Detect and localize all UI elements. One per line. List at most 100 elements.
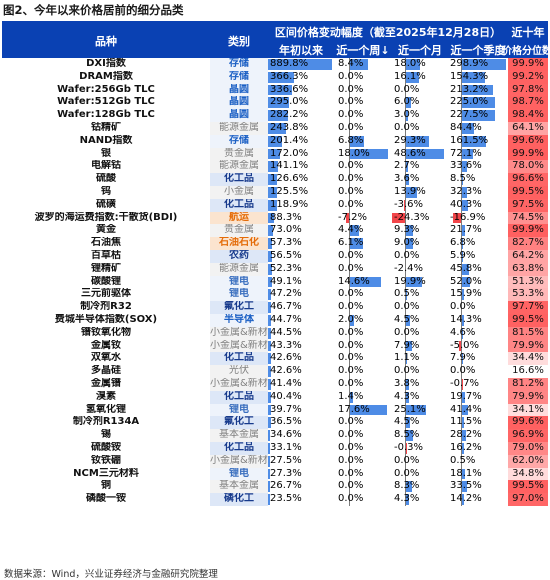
- quarter-bar: [462, 417, 464, 429]
- quarter-change-cell: 33.6%: [448, 160, 508, 173]
- table-row: 波罗的海运费指数:干散货(BDI) 航运 88.3% -7.2% -24.3% -16.9…: [2, 211, 548, 225]
- category-badge: 农药: [210, 250, 268, 263]
- category-badge: 磷化工: [210, 493, 268, 506]
- ytd-bar: [268, 212, 275, 224]
- header-month: 近一个月: [398, 44, 442, 57]
- month-value: 0.0%: [394, 250, 420, 261]
- month-change-cell: -24.3%: [392, 212, 446, 225]
- category-badge: 锂电: [210, 467, 268, 481]
- quarter-bar: [462, 315, 465, 326]
- ytd-change-cell: 366.3%: [268, 71, 334, 84]
- table-row: 黄金 贵金属 73.0% 4.4% 9.3% 21.7% 99.9%: [2, 224, 548, 238]
- table-row: 氢氧化锂 锂电 39.7% 17.6% 25.1% 41.4% 34.1%: [2, 403, 548, 417]
- ytd-value: 42.6%: [270, 365, 302, 377]
- week-value: 0.0%: [338, 326, 364, 338]
- quarter-bar: [462, 71, 485, 83]
- percentile-cell: 34.1%: [508, 403, 548, 417]
- ytd-bar: [268, 59, 332, 70]
- month-change-cell: 0.0%: [392, 455, 446, 468]
- product-name: 碳酸锂: [91, 275, 121, 287]
- product-name: Wafer:256Gb TLC: [57, 83, 155, 95]
- month-change-cell: 6.0%: [392, 96, 446, 109]
- week-value: 0.0%: [338, 83, 364, 95]
- percentile-cell: 99.5%: [508, 314, 548, 327]
- month-bar: [406, 148, 444, 160]
- month-change-cell: 4.5%: [392, 314, 446, 327]
- month-value: 19.9%: [394, 275, 426, 287]
- week-change-cell: 0.0%: [336, 160, 390, 173]
- week-value: 0.0%: [338, 288, 364, 300]
- product-name: 电解钴: [91, 160, 121, 172]
- week-change-cell: 0.0%: [336, 493, 390, 506]
- percentile-cell: 34.4%: [508, 352, 548, 366]
- ytd-change-cell: 40.4%: [268, 391, 334, 404]
- ytd-change-cell: 141.1%: [268, 160, 334, 173]
- quarter-change-cell: 5.9%: [448, 250, 508, 263]
- quarter-change-cell: 40.3%: [448, 199, 508, 212]
- month-change-cell: 0.0%: [392, 301, 446, 314]
- category-badge: 航运: [210, 211, 268, 225]
- header-category: 类别: [228, 35, 250, 48]
- month-change-cell: 7.9%: [392, 340, 446, 353]
- quarter-value: 32.3%: [450, 186, 482, 197]
- zero-axis-line: [405, 58, 406, 506]
- category-badge: 基本金属: [210, 480, 268, 494]
- week-value: 0.0%: [338, 352, 364, 364]
- ytd-bar: [268, 366, 272, 377]
- ytd-change-cell: 889.8%: [268, 58, 334, 71]
- week-change-cell: 0.0%: [336, 109, 390, 122]
- header-week[interactable]: 近一个周↓: [336, 44, 390, 57]
- percentile-cell: 81.2%: [508, 378, 548, 391]
- month-bar: [406, 135, 429, 147]
- quarter-change-cell: 0.5%: [448, 455, 508, 468]
- category-badge: 小金属: [210, 186, 268, 199]
- week-value: 0.0%: [338, 493, 364, 505]
- week-value: 0.0%: [338, 339, 364, 351]
- ytd-bar: [268, 302, 272, 313]
- week-change-cell: 17.6%: [336, 404, 390, 417]
- product-name: 氢氧化锂: [86, 403, 126, 415]
- week-change-cell: 1.4%: [336, 391, 390, 404]
- ytd-value: 56.5%: [270, 250, 302, 261]
- month-bar: [406, 494, 410, 505]
- month-value: 13.9%: [394, 186, 426, 197]
- ytd-bar: [268, 263, 272, 275]
- ytd-change-cell: 88.3%: [268, 212, 334, 225]
- week-change-cell: 0.0%: [336, 173, 390, 186]
- month-bar: [406, 340, 413, 352]
- quarter-bar: [462, 123, 475, 134]
- table-row: 硫酸铵 化工品 33.1% 0.0% -0.3% 16.2% 79.0%: [2, 442, 548, 455]
- week-change-cell: 0.0%: [336, 288, 390, 301]
- quarter-change-cell: 0.0%: [448, 365, 508, 378]
- ytd-value: 336.6%: [270, 83, 309, 95]
- ytd-change-cell: 42.6%: [268, 352, 334, 365]
- product-name: 波罗的海运费指数:干散货(BDI): [34, 211, 178, 223]
- month-value: 29.3%: [394, 134, 426, 146]
- ytd-value: 34.6%: [270, 429, 302, 441]
- week-change-cell: 18.0%: [336, 148, 390, 161]
- table-row: 银 贵金属 172.0% 18.0% 48.6% 72.1% 99.9%: [2, 147, 548, 161]
- ytd-bar: [268, 455, 270, 467]
- product-name: DRAM指数: [79, 70, 133, 82]
- zero-axis-line: [349, 58, 350, 506]
- month-value: 8.5%: [394, 429, 420, 441]
- table-row: Wafer:256Gb TLC 晶圆 336.6% 0.0% 0.0% 213.2% 97.…: [2, 83, 548, 97]
- quarter-change-cell: 41.4%: [448, 404, 508, 417]
- quarter-value: 52.0%: [450, 275, 482, 287]
- week-change-cell: -7.2%: [336, 212, 390, 225]
- week-change-cell: 0.0%: [336, 327, 390, 340]
- category-badge: 晶圆: [210, 96, 268, 110]
- week-value: 0.0%: [338, 160, 364, 172]
- table-row: 溴素 化工品 40.4% 1.4% 4.3% 19.7% 79.9%: [2, 390, 548, 404]
- week-change-cell: 0.0%: [336, 122, 390, 135]
- week-change-cell: 6.1%: [336, 237, 390, 250]
- quarter-change-cell: 0.0%: [448, 301, 508, 314]
- month-change-cell: 3.6%: [392, 173, 446, 186]
- product-name: 银: [101, 147, 111, 159]
- percentile-cell: 78.0%: [508, 160, 548, 174]
- quarter-value: 213.2%: [450, 83, 489, 95]
- table-row: 硫酸 化工品 126.6% 0.0% 3.6% 8.5% 96.6%: [2, 173, 548, 186]
- product-name: 硫酸铵: [91, 442, 121, 453]
- week-value: 0.0%: [338, 467, 364, 479]
- ytd-bar: [268, 225, 274, 237]
